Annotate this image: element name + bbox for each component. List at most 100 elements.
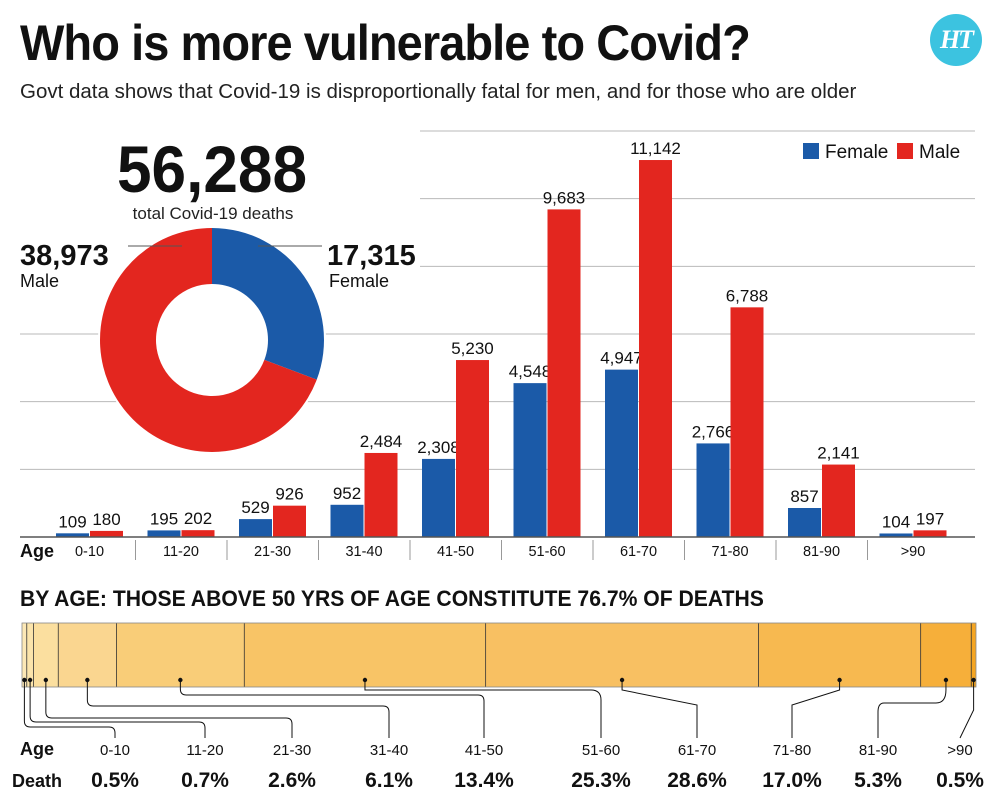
- death-share-label: 25.3%: [571, 769, 631, 792]
- female-bar: [513, 383, 547, 537]
- x-tick-label: 21-30: [254, 544, 291, 560]
- female-bar: [56, 533, 89, 537]
- x-tick-label: 11-20: [163, 544, 199, 560]
- connector-line: [791, 680, 841, 738]
- connector-line: [179, 680, 485, 738]
- male-bar: [913, 530, 947, 537]
- male-bar-label: 6,788: [726, 286, 769, 305]
- death-share-label: 5.3%: [854, 769, 902, 792]
- age-share-segment: [22, 623, 27, 687]
- female-bar-label: 857: [790, 487, 818, 506]
- page-subtitle: Govt data shows that Covid-19 is disprop…: [20, 80, 857, 103]
- x-tick-label: 41-50: [437, 544, 474, 560]
- age-share-segment: [33, 623, 59, 687]
- legend-label: Male: [919, 142, 960, 163]
- connector-line: [621, 680, 698, 738]
- age-group-label: 81-90: [859, 742, 897, 759]
- age-share-segment: [116, 623, 245, 687]
- male-bar: [364, 452, 398, 537]
- bar-series: 109 180 195 202 529 926 952 2,484 2,308 5,230 4,54…: [56, 139, 947, 538]
- female-count: 17,315: [327, 240, 416, 272]
- female-bar: [696, 443, 730, 537]
- legend-swatch: [803, 143, 819, 159]
- male-slice: [100, 228, 317, 452]
- male-bar-label: 180: [92, 510, 120, 529]
- female-bar-label: 195: [150, 509, 178, 528]
- death-share-label: 6.1%: [365, 769, 413, 792]
- connector-line: [23, 680, 116, 738]
- age-share-segment: [758, 623, 921, 687]
- female-bar: [330, 504, 364, 537]
- age-group-label: 41-50: [465, 742, 503, 759]
- female-slice: [212, 228, 324, 380]
- death-share-label: 28.6%: [667, 769, 727, 792]
- age-group-label: 51-60: [582, 742, 620, 759]
- male-bar-label: 9,683: [543, 188, 586, 207]
- age-share-segment: [485, 623, 759, 687]
- female-bar-label: 2,766: [692, 422, 735, 441]
- age-group-label: 61-70: [678, 742, 716, 759]
- x-tick-label: 31-40: [345, 544, 382, 560]
- age-row-title: Age: [20, 739, 54, 759]
- female-label: Female: [329, 271, 389, 291]
- female-bar-label: 2,308: [417, 438, 460, 457]
- connector-line: [959, 680, 975, 739]
- x-tick-label: 0-10: [75, 544, 104, 560]
- male-label: Male: [20, 271, 59, 291]
- x-axis: 0-10 11-20 21-30 31-40 41-50 51-60 61-70 71-80 8…: [20, 536, 975, 561]
- male-bar-label: 926: [275, 485, 303, 504]
- death-row-title: Death: [12, 771, 62, 791]
- male-bar-label: 197: [916, 509, 944, 528]
- male-count: 38,973: [20, 240, 109, 272]
- female-bar-label: 4,548: [509, 362, 552, 381]
- x-axis-title: Age: [20, 541, 54, 561]
- female-bar: [605, 369, 638, 537]
- female-bar: [239, 519, 272, 537]
- age-group-label: 71-80: [773, 742, 811, 759]
- connector-line: [45, 680, 293, 738]
- female-bar-label: 104: [882, 512, 910, 531]
- age-group-label: 0-10: [100, 742, 130, 759]
- connector-line: [877, 680, 947, 738]
- female-bar-label: 109: [58, 512, 86, 531]
- strip-border: [21, 622, 977, 688]
- age-share-strip: Age Death 0-10 0.5% 11-20 0.7% 21-30 2.6% 31-40 6…: [12, 622, 984, 792]
- female-bar-label: 4,947: [600, 349, 643, 368]
- x-tick-label: 51-60: [528, 544, 565, 560]
- male-bar: [639, 160, 672, 538]
- legend-swatch: [897, 143, 913, 159]
- x-tick-label: 61-70: [620, 544, 657, 560]
- female-bar: [788, 508, 821, 537]
- male-bar-label: 202: [184, 509, 212, 528]
- total-deaths-caption: total Covid-19 deaths: [133, 204, 294, 223]
- female-bar-label: 952: [333, 484, 361, 503]
- age-group-label: 11-20: [186, 742, 223, 759]
- male-bar: [456, 360, 489, 537]
- death-share-label: 13.4%: [454, 769, 514, 792]
- connector-line: [29, 680, 206, 738]
- female-bar: [879, 533, 913, 537]
- male-bar-label: 2,141: [817, 444, 860, 463]
- male-bar: [547, 209, 581, 537]
- total-deaths-value: 56,288: [117, 132, 307, 206]
- age-group-label: 31-40: [370, 742, 408, 759]
- death-share-label: 0.7%: [181, 769, 229, 792]
- connector-line: [86, 680, 390, 738]
- male-bar: [90, 530, 123, 537]
- age-share-segment: [26, 623, 34, 687]
- age-share-segment: [971, 623, 976, 687]
- death-share-label: 0.5%: [91, 769, 139, 792]
- male-bar: [822, 464, 855, 537]
- female-bar: [147, 530, 181, 537]
- legend-label: Female: [825, 142, 888, 163]
- death-share-label: 2.6%: [268, 769, 316, 792]
- male-bar: [273, 505, 306, 537]
- male-bar-label: 11,142: [630, 139, 681, 158]
- female-bar-label: 529: [241, 498, 269, 517]
- age-group-label: >90: [947, 742, 972, 759]
- legend: Female Male: [803, 142, 960, 163]
- male-bar-label: 2,484: [360, 432, 403, 451]
- page-title: Who is more vulnerable to Covid?: [20, 15, 751, 71]
- male-bar: [181, 530, 215, 537]
